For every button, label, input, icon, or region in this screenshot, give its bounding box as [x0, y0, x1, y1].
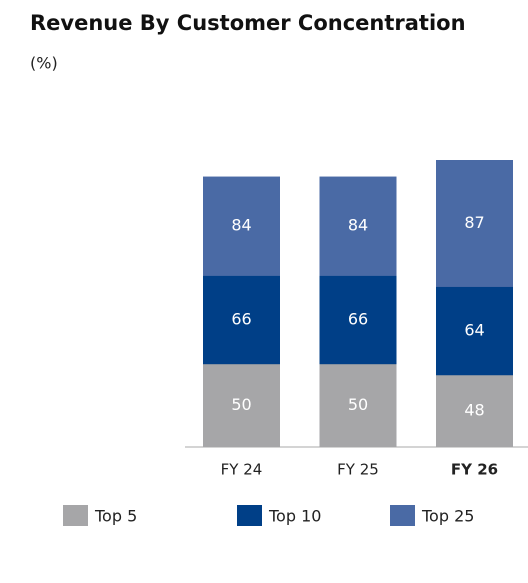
x-tick-label: FY 25	[337, 461, 379, 479]
data-label: 84	[231, 216, 251, 235]
data-label: 66	[231, 310, 251, 329]
data-label: 50	[231, 395, 251, 414]
legend-label: Top 10	[268, 507, 321, 526]
legend-swatch	[63, 505, 88, 526]
data-label: 87	[464, 213, 484, 232]
chart-subtitle: (%)	[30, 54, 58, 73]
bar	[319, 364, 397, 447]
data-label: 84	[348, 216, 368, 235]
data-label: 64	[464, 321, 484, 340]
data-label: 50	[348, 395, 368, 414]
x-tick-label: FY 26	[451, 461, 498, 479]
legend-swatch	[237, 505, 262, 526]
x-tick-label: FY 24	[221, 461, 263, 479]
data-label: 48	[464, 401, 484, 420]
legend-swatch	[390, 505, 415, 526]
chart-title: Revenue By Customer Concentration	[30, 11, 466, 35]
bar	[436, 375, 513, 447]
legend-label: Top 25	[421, 507, 474, 526]
bar	[203, 364, 280, 447]
data-label: 66	[348, 310, 368, 329]
legend-label: Top 5	[94, 507, 137, 526]
